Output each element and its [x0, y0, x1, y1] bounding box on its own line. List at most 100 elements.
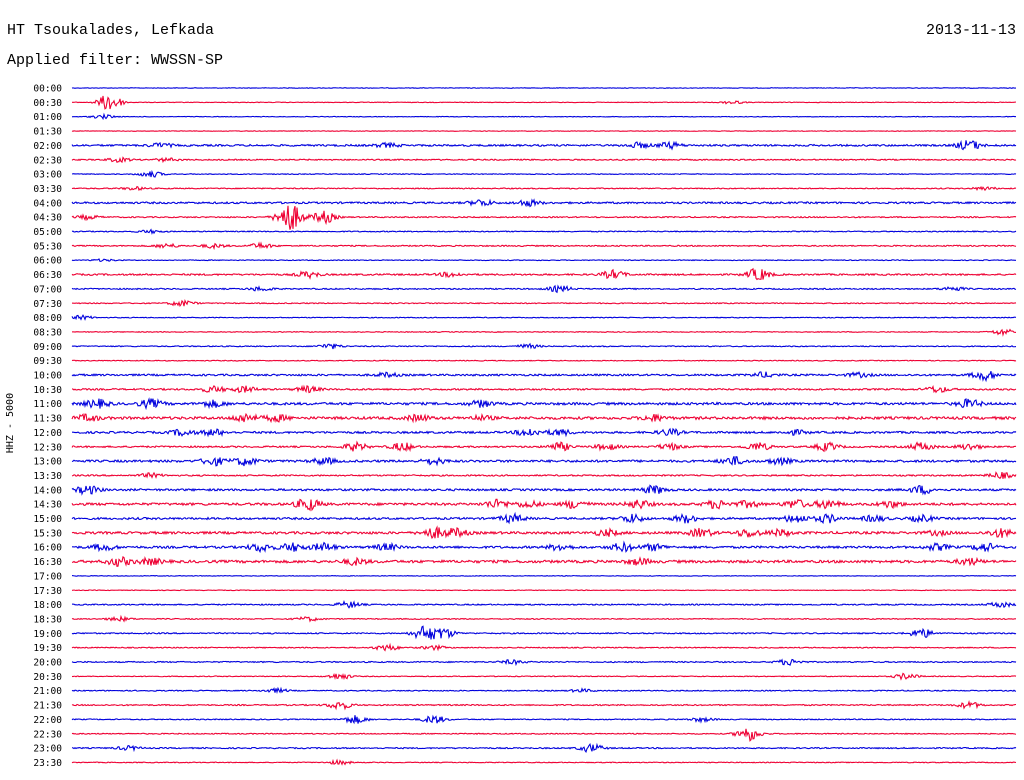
time-label-2100: 21:00 [33, 686, 62, 697]
trace-1130 [71, 412, 1017, 424]
date-label: 2013-11-13 [925, 22, 1016, 39]
time-label-0130: 01:30 [33, 127, 62, 138]
trace-1530 [71, 525, 1017, 540]
time-label-1230: 12:30 [33, 442, 62, 453]
trace-1600 [71, 540, 1017, 554]
trace-2130 [71, 699, 1017, 711]
time-label-1630: 16:30 [33, 557, 62, 568]
trace-0600 [71, 258, 1017, 262]
trace-1200 [71, 427, 1017, 438]
station-title: HT Tsoukalades, Lefkada [7, 22, 215, 39]
time-label-0800: 08:00 [33, 313, 62, 324]
trace-0800 [71, 314, 1017, 321]
time-label-1400: 14:00 [33, 485, 62, 496]
time-label-2230: 22:30 [33, 729, 62, 740]
trace-1730 [71, 589, 1017, 592]
time-label-1130: 11:30 [33, 414, 62, 425]
time-label-0730: 07:30 [33, 299, 62, 310]
time-label-0600: 06:00 [33, 256, 62, 267]
time-label-0500: 05:00 [33, 227, 62, 238]
time-label-2330: 23:30 [33, 758, 62, 769]
trace-0030 [71, 95, 1017, 110]
trace-1830 [71, 614, 1017, 623]
time-label-1500: 15:00 [33, 514, 62, 525]
time-label-2300: 23:00 [33, 744, 62, 755]
seismic-traces [71, 87, 1017, 766]
trace-0200 [71, 139, 1017, 151]
trace-0500 [71, 228, 1017, 235]
trace-1800 [71, 599, 1017, 609]
trace-2330 [71, 758, 1017, 766]
trace-1700 [71, 574, 1017, 577]
time-label-1530: 15:30 [33, 528, 62, 539]
trace-1230 [71, 440, 1017, 453]
trace-0530 [71, 241, 1017, 251]
trace-0100 [71, 112, 1017, 121]
time-label-0230: 02:30 [33, 155, 62, 166]
trace-0330 [71, 185, 1017, 192]
time-label-1600: 16:00 [33, 543, 62, 554]
time-label-1000: 10:00 [33, 371, 62, 382]
trace-0230 [71, 156, 1017, 164]
trace-0400 [71, 198, 1017, 208]
time-label-0700: 07:00 [33, 284, 62, 295]
time-label-0400: 04:00 [33, 198, 62, 209]
trace-1400 [71, 484, 1017, 496]
time-label-0200: 02:00 [33, 141, 62, 152]
trace-1900 [71, 625, 1017, 640]
trace-1000 [71, 371, 1017, 383]
trace-0930 [71, 359, 1017, 362]
time-label-1300: 13:00 [33, 457, 62, 468]
time-label-0900: 09:00 [33, 342, 62, 353]
time-label-1930: 19:30 [33, 643, 62, 654]
trace-0300 [71, 169, 1017, 178]
trace-2200 [71, 714, 1017, 725]
trace-2000 [71, 658, 1017, 667]
trace-1300 [71, 456, 1017, 467]
trace-1330 [71, 471, 1017, 480]
trace-1500 [71, 511, 1017, 525]
trace-2230 [71, 728, 1017, 742]
time-label-1700: 17:00 [33, 571, 62, 582]
time-label-0830: 08:30 [33, 327, 62, 338]
time-tick-labels: 00:00 00:30 01:00 01:30 02:00 02:30 03:00 03:30… [33, 84, 62, 769]
time-label-1730: 17:30 [33, 586, 62, 597]
time-label-2200: 22:00 [33, 715, 62, 726]
trace-0130 [71, 130, 1017, 132]
trace-0830 [71, 328, 1017, 337]
time-label-0930: 09:30 [33, 356, 62, 367]
filter-line: Applied filter: WWSSN-SP [7, 52, 223, 70]
time-label-0030: 00:30 [33, 98, 62, 109]
time-label-1200: 12:00 [33, 428, 62, 439]
time-label-1100: 11:00 [33, 399, 62, 410]
time-label-1430: 14:30 [33, 500, 62, 511]
trace-2300 [71, 742, 1017, 754]
trace-0900 [71, 342, 1017, 350]
filter-name: WWSSN-SP [151, 52, 224, 69]
trace-0630 [71, 267, 1017, 281]
time-label-0330: 03:30 [33, 184, 62, 195]
time-label-1800: 18:00 [33, 600, 62, 611]
trace-0430 [71, 205, 1017, 230]
trace-1100 [71, 397, 1017, 411]
time-label-2130: 21:30 [33, 701, 62, 712]
time-label-0430: 04:30 [33, 213, 62, 224]
time-label-0630: 06:30 [33, 270, 62, 281]
trace-1930 [71, 642, 1017, 652]
time-label-0000: 00:00 [33, 84, 62, 95]
trace-2030 [71, 672, 1017, 681]
time-label-1330: 13:30 [33, 471, 62, 482]
trace-1430 [71, 498, 1017, 512]
trace-1630 [71, 555, 1017, 567]
trace-0000 [71, 87, 1017, 89]
time-label-0300: 03:00 [33, 170, 62, 181]
trace-1030 [71, 384, 1017, 394]
time-label-0530: 05:30 [33, 241, 62, 252]
time-label-2000: 20:00 [33, 658, 62, 669]
time-label-1830: 18:30 [33, 614, 62, 625]
filter-label: Applied filter: [7, 52, 143, 69]
time-label-2030: 20:30 [33, 672, 62, 683]
trace-0730 [71, 298, 1017, 307]
trace-2100 [71, 686, 1017, 695]
